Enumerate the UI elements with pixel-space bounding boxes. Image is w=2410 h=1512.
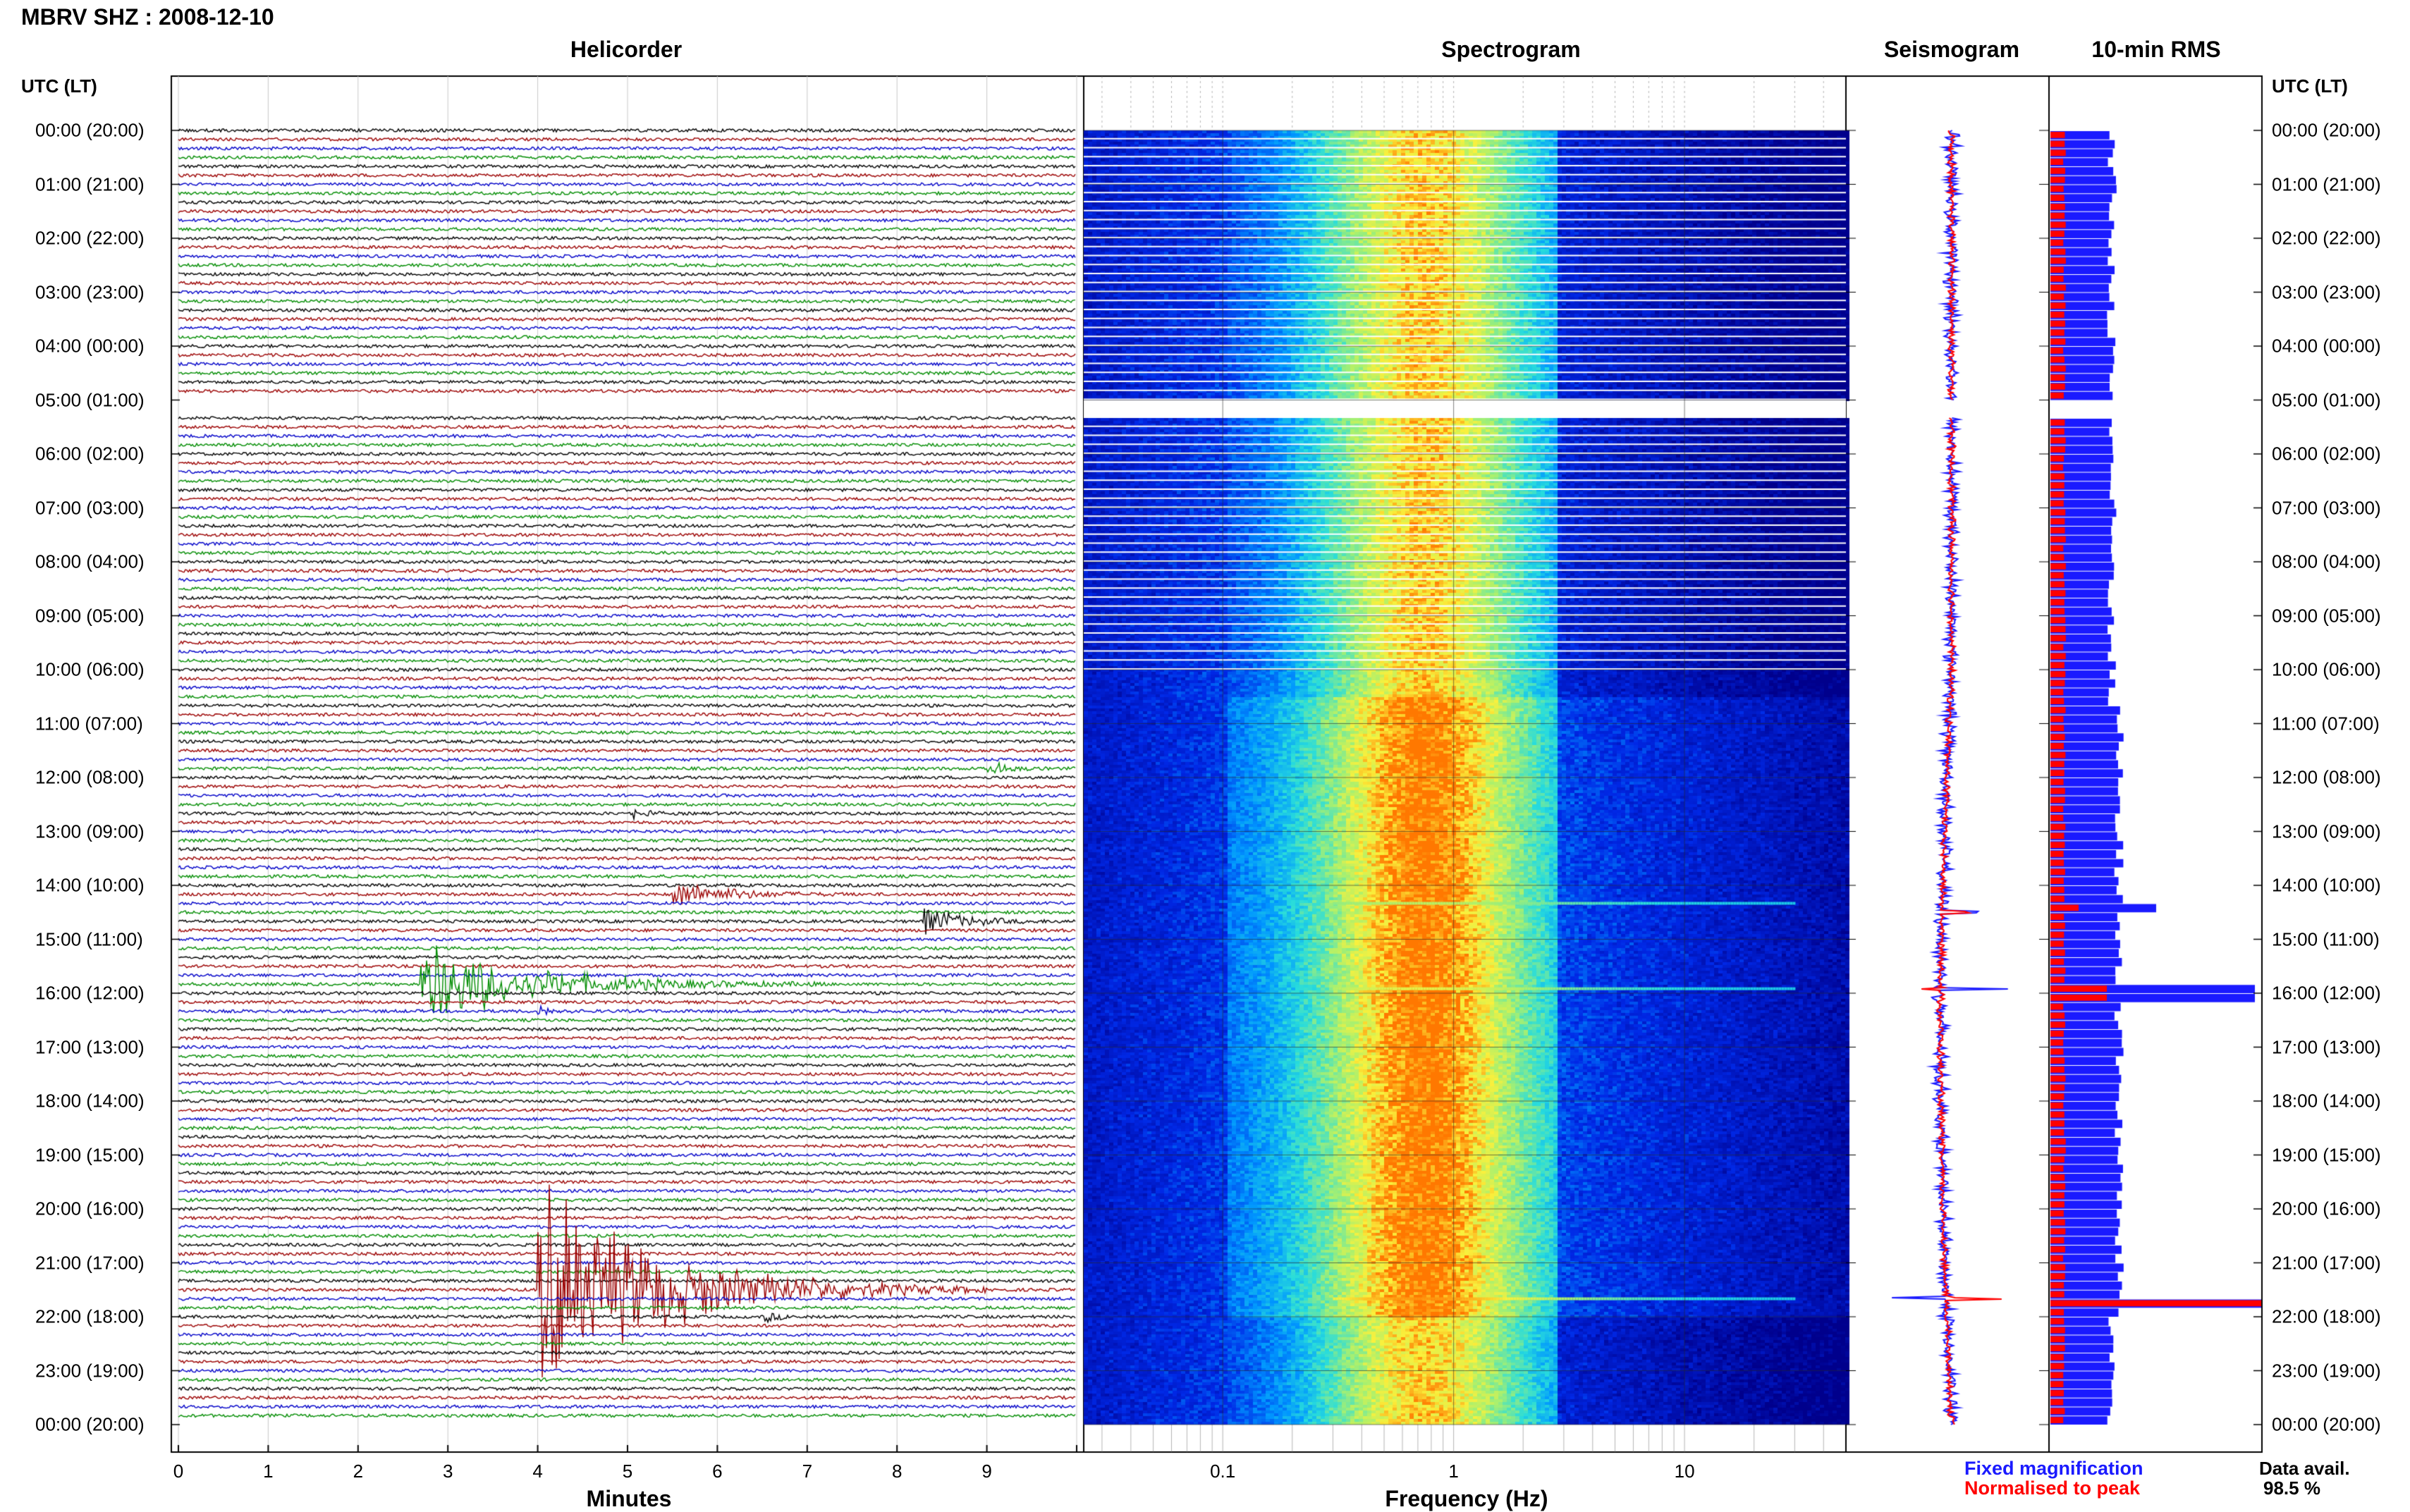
- data-availability-label: Data avail.: [2259, 1458, 2350, 1479]
- time-label-left: 05:00 (01:00): [35, 389, 145, 410]
- time-label-left: 04:00 (00:00): [35, 335, 145, 357]
- time-label-right: 17:00 (13:00): [2272, 1036, 2381, 1057]
- time-label-right: 18:00 (14:00): [2272, 1090, 2381, 1112]
- frequency-tick-label: 10: [1674, 1461, 1695, 1482]
- minute-tick-label: 2: [353, 1461, 364, 1482]
- time-label-right: 05:00 (01:00): [2272, 389, 2381, 410]
- time-label-left: 21:00 (17:00): [35, 1252, 145, 1273]
- time-label-right: 13:00 (09:00): [2272, 820, 2381, 842]
- time-label-right: 23:00 (19:00): [2272, 1360, 2381, 1381]
- time-label-right: 06:00 (02:00): [2272, 443, 2381, 465]
- time-label-left: 17:00 (13:00): [35, 1036, 145, 1057]
- time-label-right: 03:00 (23:00): [2272, 281, 2381, 302]
- time-label-left: 00:00 (20:00): [35, 1413, 145, 1435]
- time-label-left: 01:00 (21:00): [35, 173, 145, 195]
- spectrogram-title: Spectrogram: [1441, 37, 1581, 62]
- time-label-left: 03:00 (23:00): [35, 281, 145, 302]
- time-label-right: 10:00 (06:00): [2272, 658, 2381, 680]
- minutes-axis-label: Minutes: [586, 1486, 672, 1511]
- rms-title: 10-min RMS: [2091, 37, 2221, 62]
- time-label-right: 15:00 (11:00): [2272, 928, 2380, 949]
- time-label-left: 18:00 (14:00): [35, 1090, 145, 1112]
- time-label-right: 07:00 (03:00): [2272, 497, 2381, 518]
- page-title: MBRV SHZ : 2008-12-10: [21, 4, 274, 30]
- minute-tick-label: 0: [173, 1461, 184, 1482]
- time-label-left: 00:00 (20:00): [35, 119, 145, 141]
- minute-tick-label: 8: [891, 1461, 903, 1482]
- time-label-left: 13:00 (09:00): [35, 820, 145, 842]
- minute-tick-label: 5: [622, 1461, 633, 1482]
- time-label-left: 19:00 (15:00): [35, 1144, 145, 1165]
- frequency-tick-label: 1: [1448, 1461, 1459, 1482]
- time-label-left: 11:00 (07:00): [35, 713, 143, 734]
- data-availability-value: 98.5 %: [2263, 1477, 2320, 1499]
- legend-normalised-to-peak: Normalised to peak: [1964, 1477, 2141, 1499]
- time-label-right: 00:00 (20:00): [2272, 1413, 2381, 1435]
- time-label-left: 02:00 (22:00): [35, 227, 145, 249]
- time-label-right: 11:00 (07:00): [2272, 713, 2380, 734]
- minute-tick-label: 6: [712, 1461, 723, 1482]
- minute-tick-label: 3: [442, 1461, 453, 1482]
- time-label-right: 20:00 (16:00): [2272, 1198, 2381, 1219]
- time-label-right: 00:00 (20:00): [2272, 119, 2381, 141]
- time-label-right: 19:00 (15:00): [2272, 1144, 2381, 1165]
- time-axis-header-left: UTC (LT): [21, 75, 97, 97]
- time-label-right: 12:00 (08:00): [2272, 766, 2381, 788]
- time-label-left: 06:00 (02:00): [35, 443, 145, 465]
- time-label-right: 02:00 (22:00): [2272, 227, 2381, 249]
- minute-tick-label: 4: [532, 1461, 543, 1482]
- time-label-left: 10:00 (06:00): [35, 658, 145, 680]
- time-label-right: 21:00 (17:00): [2272, 1252, 2381, 1273]
- frequency-axis-label: Frequency (Hz): [1385, 1486, 1548, 1511]
- time-label-right: 01:00 (21:00): [2272, 173, 2381, 195]
- time-label-left: 08:00 (04:00): [35, 551, 145, 572]
- helicorder-title: Helicorder: [570, 37, 683, 62]
- time-label-right: 04:00 (00:00): [2272, 335, 2381, 357]
- time-label-left: 09:00 (05:00): [35, 605, 145, 626]
- time-label-right: 09:00 (05:00): [2272, 605, 2381, 626]
- time-label-left: 23:00 (19:00): [35, 1360, 145, 1381]
- time-label-right: 08:00 (04:00): [2272, 551, 2381, 572]
- time-label-right: 14:00 (10:00): [2272, 874, 2381, 896]
- minute-tick-label: 9: [981, 1461, 992, 1482]
- time-label-right: 22:00 (18:00): [2272, 1305, 2381, 1327]
- time-label-left: 07:00 (03:00): [35, 497, 145, 518]
- legend-fixed-magnification: Fixed magnification: [1964, 1458, 2143, 1479]
- seismogram-title: Seismogram: [1883, 37, 2020, 62]
- time-label-left: 20:00 (16:00): [35, 1198, 145, 1219]
- time-label-left: 15:00 (11:00): [35, 928, 143, 949]
- time-label-left: 16:00 (12:00): [35, 982, 145, 1004]
- minute-tick-label: 7: [802, 1461, 813, 1482]
- time-label-left: 22:00 (18:00): [35, 1305, 145, 1327]
- time-label-left: 12:00 (08:00): [35, 766, 145, 788]
- time-label-right: 16:00 (12:00): [2272, 982, 2381, 1004]
- time-label-left: 14:00 (10:00): [35, 874, 145, 896]
- minute-tick-label: 1: [263, 1461, 274, 1482]
- frequency-tick-label: 0.1: [1210, 1461, 1236, 1482]
- time-axis-header-right: UTC (LT): [2272, 75, 2348, 97]
